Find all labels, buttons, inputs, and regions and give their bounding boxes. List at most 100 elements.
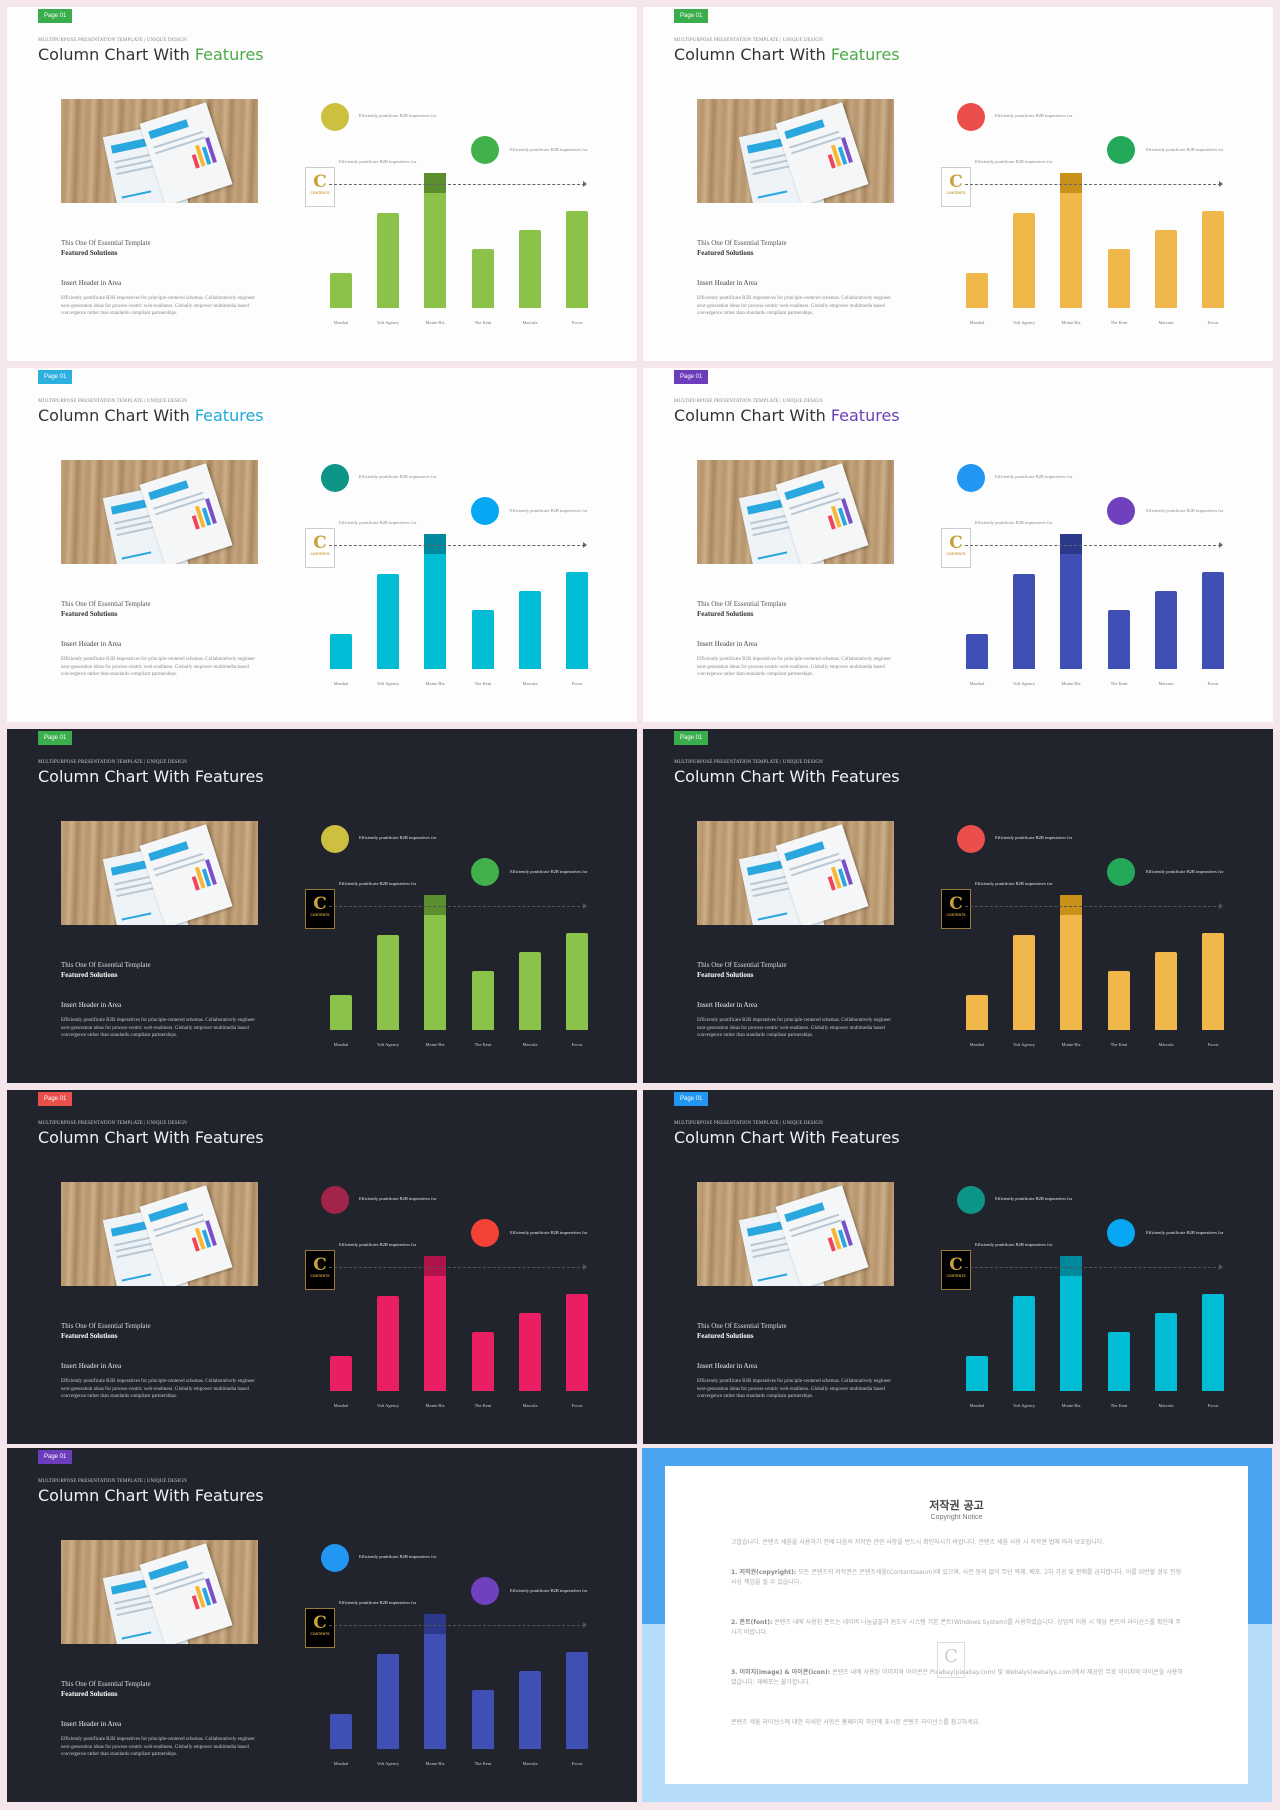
chart-category-label: Focus [571, 1403, 583, 1408]
chart-bar [1013, 935, 1035, 1030]
note-2: Efficiently pontificate B2B imperatives … [510, 1230, 588, 1235]
chart-bar-highlight [1060, 173, 1082, 193]
note-1: Efficiently pontificate B2B imperatives … [359, 1554, 437, 1559]
sheet-line [121, 1631, 152, 1640]
slide-title-accent: Features [830, 767, 900, 786]
copyright-intro: 고맙습니다. 콘텐츠 세움을 사용하기 전에 다음의 저작권 관련 사항을 반드… [731, 1539, 1105, 1546]
copyright-paragraph-2: 2. 폰트(font): 콘텐츠 내에 사용된 폰트는 네이버 나눔글꼴과 윈도… [731, 1618, 1183, 1638]
chart-category-label: Focus [571, 320, 583, 325]
chart-category-label: The Kent [1110, 1403, 1128, 1408]
document-photo [61, 99, 258, 203]
page-tag: Page 01 [38, 1092, 73, 1106]
chart-bar [424, 173, 446, 308]
chart-bar [1155, 230, 1177, 308]
chart-category-label: Volt Agency [376, 681, 400, 686]
chart-category-label: Volt Agency [376, 1761, 400, 1766]
watermark-logo-icon: C [937, 1642, 965, 1678]
logo-text: CONTENTS [946, 191, 966, 195]
chart-category-label: Monte Biz [1061, 1042, 1081, 1047]
sheet-line [757, 190, 788, 199]
chart-category-label: Marcula [522, 1761, 538, 1766]
slide-title: Column Chart With Features [674, 1128, 900, 1147]
slide-1: Page 01 MULTIPURPOSE PRESENTATION TEMPLAT… [7, 7, 637, 361]
slide-title-accent: Features [194, 1128, 264, 1147]
logo-letter: C [313, 894, 327, 914]
slide-title-prefix: Column Chart With [674, 767, 831, 786]
template-line-1: This One Of Essential Template [697, 239, 787, 247]
legend-circle-1 [957, 103, 985, 131]
chart-bar [966, 634, 988, 669]
slide-subtitle: MULTIPURPOSE PRESENTATION TEMPLATE | UNI… [674, 1121, 823, 1126]
sheet-line [757, 1273, 788, 1282]
legend-circle-2 [1107, 136, 1135, 164]
chart-bar [424, 1614, 446, 1749]
slide-title: Column Chart With Features [674, 406, 900, 425]
slide-title-prefix: Column Chart With [38, 45, 195, 64]
document-photo [697, 821, 894, 925]
copyright-card: 저작권 공고 Copyright Notice 고맙습니다. 콘텐츠 세움을 사… [665, 1466, 1248, 1784]
arrow-right-icon [583, 903, 587, 909]
body-text: Efficiently pontificate B2B imperatives … [61, 296, 255, 316]
insert-header: Insert Header in Area [697, 1362, 758, 1370]
chart-bar [472, 610, 494, 669]
legend-circle-1 [321, 103, 349, 131]
legend-circle-1 [321, 464, 349, 492]
chart-bar [1202, 933, 1224, 1030]
body-text: Efficiently pontificate B2B imperatives … [697, 1018, 891, 1038]
slide-title-prefix: Column Chart With [674, 1128, 831, 1147]
chart-category-label: Monte Biz [1061, 681, 1081, 686]
chart-bar [519, 1671, 541, 1749]
slide-title: Column Chart With Features [38, 767, 264, 786]
note-3: Efficiently pontificate B2B imperatives … [975, 159, 1053, 164]
template-line-1: This One Of Essential Template [61, 239, 151, 247]
insert-header: Insert Header in Area [697, 1001, 758, 1009]
legend-circle-2 [471, 1219, 499, 1247]
note-1: Efficiently pontificate B2B imperatives … [995, 113, 1073, 118]
template-caption: This One Of Essential Template Featured S… [61, 960, 151, 980]
chart-bar [519, 1313, 541, 1391]
chart-bar [1108, 610, 1130, 669]
body-text: Efficiently pontificate B2B imperatives … [61, 1379, 255, 1399]
slide-subtitle: MULTIPURPOSE PRESENTATION TEMPLATE | UNI… [674, 38, 823, 43]
chart-category-label: Volt Agency [1012, 1042, 1036, 1047]
slide-subtitle: MULTIPURPOSE PRESENTATION TEMPLATE | UNI… [38, 760, 187, 765]
template-line-1: This One Of Essential Template [61, 1322, 151, 1330]
reference-dashed-line [329, 184, 585, 185]
chart-bar [377, 574, 399, 669]
chart-category-label: Volt Agency [1012, 1403, 1036, 1408]
contents-logo-icon: C CONTENTS [941, 889, 971, 929]
insert-header: Insert Header in Area [61, 279, 122, 287]
reference-dashed-line [965, 184, 1221, 185]
chart-bar [424, 1256, 446, 1391]
copyright-paragraph-1: 1. 저작권(copyright): 모든 콘텐츠의 저작권은 콘텐츠세움(Co… [731, 1568, 1183, 1588]
note-3: Efficiently pontificate B2B imperatives … [975, 520, 1053, 525]
chart-bar [966, 273, 988, 308]
chart-bar [1202, 211, 1224, 308]
template-line-1: This One Of Essential Template [61, 1680, 151, 1688]
chart-category-label: Volt Agency [1012, 320, 1036, 325]
chart-bar-highlight [1060, 534, 1082, 554]
chart-bar [424, 534, 446, 669]
arrow-right-icon [583, 181, 587, 187]
chart-bar [472, 249, 494, 308]
slide-title: Column Chart With Features [674, 767, 900, 786]
chart-bar [566, 933, 588, 1030]
insert-header: Insert Header in Area [61, 1362, 122, 1370]
logo-letter: C [313, 172, 327, 192]
template-caption: This One Of Essential Template Featured S… [697, 599, 787, 619]
chart-bar [519, 230, 541, 308]
chart-category-label: Monte Biz [425, 320, 445, 325]
note-3: Efficiently pontificate B2B imperatives … [339, 159, 417, 164]
chart-bar [330, 995, 352, 1030]
chart-category-label: Volt Agency [1012, 681, 1036, 686]
arrow-right-icon [1219, 181, 1223, 187]
slide-title: Column Chart With Features [38, 1486, 264, 1505]
legend-circle-2 [1107, 1219, 1135, 1247]
template-caption: This One Of Essential Template Featured S… [697, 960, 787, 980]
page-tag: Page 01 [674, 370, 709, 384]
legend-circle-2 [1107, 858, 1135, 886]
chart-category-label: Focus [571, 1042, 583, 1047]
sheet-line [121, 190, 152, 199]
chart-category-label: Marcula [1158, 320, 1174, 325]
logo-letter: C [313, 1255, 327, 1275]
